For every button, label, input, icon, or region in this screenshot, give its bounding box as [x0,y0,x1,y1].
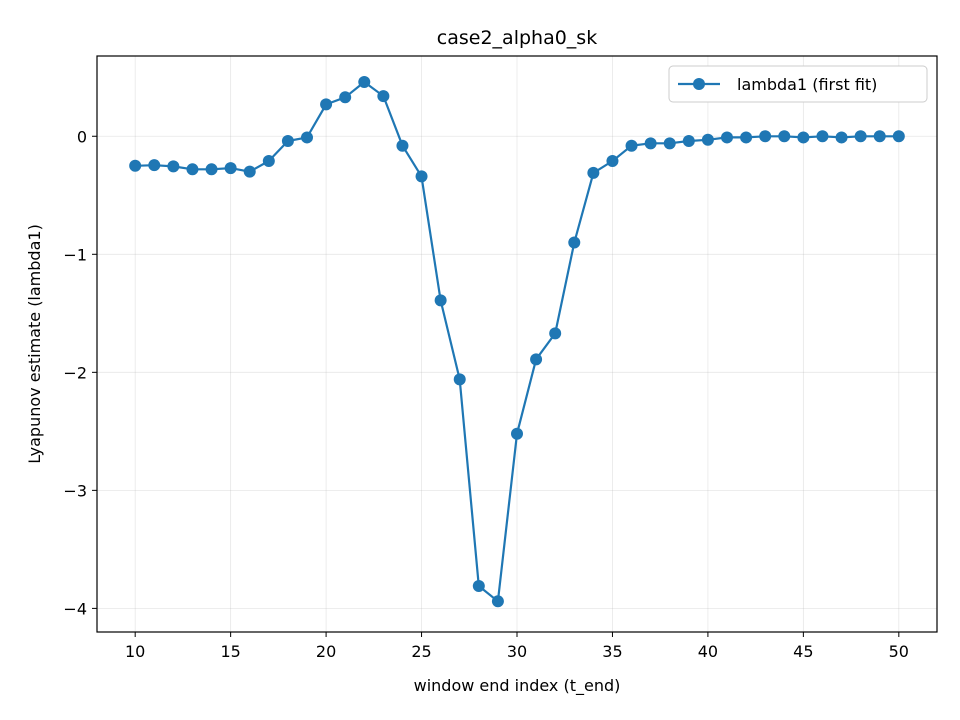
data-point [148,159,161,172]
data-point [759,130,772,143]
data-point [472,579,485,592]
x-tick-label: 45 [793,642,813,661]
data-point [721,131,733,144]
y-tick-label: −2 [63,363,87,382]
x-tick-label: 20 [316,642,336,661]
data-point [625,139,638,152]
data-point [549,327,562,340]
data-point [778,130,791,143]
data-point [186,163,199,176]
data-point [568,236,581,249]
data-point [339,91,352,104]
x-tick-label: 50 [889,642,909,661]
data-point [358,75,371,88]
y-tick-label: 0 [77,127,87,146]
data-point [682,134,695,147]
y-tick-label: −1 [63,245,87,264]
data-point [167,160,180,173]
data-point [606,155,619,168]
data-point [701,133,714,146]
data-point [873,130,886,143]
x-tick-label: 40 [698,642,718,661]
y-axis-label: Lyapunov estimate (lambda1) [25,224,44,464]
x-tick-label: 35 [602,642,622,661]
data-point [320,98,333,111]
legend-box [668,65,928,103]
data-point [243,165,256,178]
x-tick-label: 15 [220,642,240,661]
ticks: 10 15 20 25 30 35 40 45 50 0 −1 −2 −3 −4 [63,127,909,661]
x-axis-label: window end index (t_end) [414,676,621,696]
data-point [415,170,428,183]
data-point [396,139,409,152]
data-point [892,130,905,143]
x-tick-label: 10 [125,642,145,661]
data-point [644,137,657,150]
data-point [530,353,543,366]
data-point [434,294,447,307]
legend: lambda1 (first fit) [668,65,928,103]
data-point [797,131,810,144]
data-point [587,166,600,179]
data-point [816,130,829,143]
data-point [835,131,848,144]
data-point [854,130,867,143]
data-point [377,90,390,103]
y-tick-label: −4 [63,599,87,618]
data-point [453,373,466,386]
data-point [205,163,218,176]
data-point [301,131,313,144]
data-point [224,162,237,175]
x-tick-label: 30 [507,642,527,661]
chart-title: case2_alpha0_sk [437,27,597,49]
data-point [511,427,523,440]
legend-marker [693,78,705,90]
data-point [491,595,504,608]
data-point [740,131,753,144]
grid [97,56,937,632]
x-tick-label: 25 [411,642,431,661]
legend-label: lambda1 (first fit) [737,75,877,94]
data-point [129,159,142,172]
data-point [663,137,676,150]
data-point [281,134,294,147]
series-layer [129,75,905,608]
data-point [262,155,275,168]
y-tick-label: −3 [63,481,87,500]
